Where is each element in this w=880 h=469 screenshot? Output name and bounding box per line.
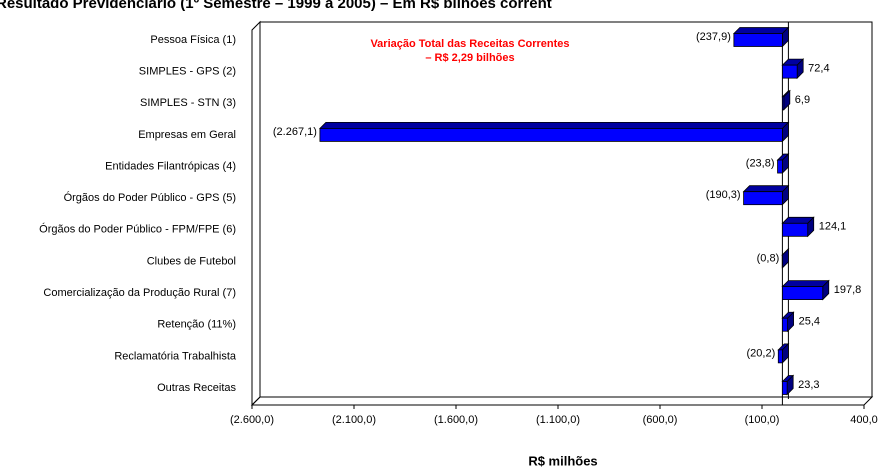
bar-front xyxy=(782,381,788,395)
bar-top xyxy=(732,27,790,34)
bar-front xyxy=(782,222,809,237)
bar xyxy=(742,184,790,206)
bar xyxy=(781,216,815,238)
bar-front xyxy=(777,159,783,174)
bar xyxy=(776,153,790,175)
chart-title: Resultado Previdenciário (1º Semestre – … xyxy=(0,0,552,12)
annotation: – R$ 2,29 bilhões xyxy=(425,52,514,64)
value-label: (2.267,1) xyxy=(273,126,317,138)
value-label: 6,9 xyxy=(795,94,810,106)
category-label: SIMPLES - STN (3) xyxy=(140,97,236,109)
x-tick-label: 400,0 xyxy=(850,414,878,426)
bar-front xyxy=(743,191,783,206)
bar-top xyxy=(742,185,790,193)
category-label: Órgãos do Poder Público - GPS (5) xyxy=(64,191,236,204)
bar-top xyxy=(318,122,790,129)
category-label: Retenção (11%) xyxy=(157,319,236,331)
category-label: Comercialização da Produção Rural (7) xyxy=(43,287,236,299)
bar xyxy=(781,311,795,333)
plot-left-wall xyxy=(251,20,261,407)
category-label: Pessoa Física (1) xyxy=(150,34,236,46)
bar-top xyxy=(781,280,830,287)
value-label: (0,8) xyxy=(757,252,780,264)
annotation: Variação Total das Receitas Correntes xyxy=(370,38,569,50)
x-tick-label: (100,0) xyxy=(745,414,780,426)
plot-back-wall xyxy=(259,21,873,398)
value-label: (23,8) xyxy=(746,157,775,169)
category-label: SIMPLES - GPS (2) xyxy=(139,66,236,78)
value-label: (237,9) xyxy=(696,31,731,43)
value-label: 25,4 xyxy=(799,316,820,328)
bar xyxy=(777,342,790,364)
x-tick-label: (2.600,0) xyxy=(230,414,274,426)
x-tick-label: (1.600,0) xyxy=(434,414,478,426)
bar-front xyxy=(782,317,788,332)
bar-front xyxy=(777,349,783,364)
category-label: Reclamatória Trabalhista xyxy=(114,350,237,362)
x-tick-label: (600,0) xyxy=(643,414,678,426)
category-label: Empresas em Geral xyxy=(138,129,236,141)
value-label: 23,3 xyxy=(798,379,819,391)
value-label: 197,8 xyxy=(834,284,862,296)
bar xyxy=(781,247,790,269)
x-axis-label: R$ milhões xyxy=(528,453,597,468)
x-tick-label: (1.100,0) xyxy=(536,414,580,426)
bar-front xyxy=(733,33,783,47)
bar xyxy=(732,26,790,48)
value-label: (20,2) xyxy=(747,347,776,359)
bar xyxy=(781,89,791,111)
value-label: 72,4 xyxy=(808,63,829,75)
bar xyxy=(781,279,830,301)
bar-front xyxy=(782,64,798,79)
category-label: Órgãos do Poder Público - FPM/FPE (6) xyxy=(39,223,236,236)
value-label: 124,1 xyxy=(819,221,847,233)
category-label: Entidades Filantrópicas (4) xyxy=(105,160,236,172)
bar-front xyxy=(319,128,783,142)
category-label: Clubes de Futebol xyxy=(147,255,236,267)
x-tick-label: (2.100,0) xyxy=(332,414,376,426)
value-label: (190,3) xyxy=(706,189,741,201)
bar-front xyxy=(782,286,824,300)
bar-front xyxy=(782,96,785,111)
bar xyxy=(781,58,805,80)
category-label: Outras Receitas xyxy=(157,382,236,394)
bar xyxy=(318,121,790,143)
plot-floor xyxy=(250,396,874,406)
bar xyxy=(781,374,795,396)
